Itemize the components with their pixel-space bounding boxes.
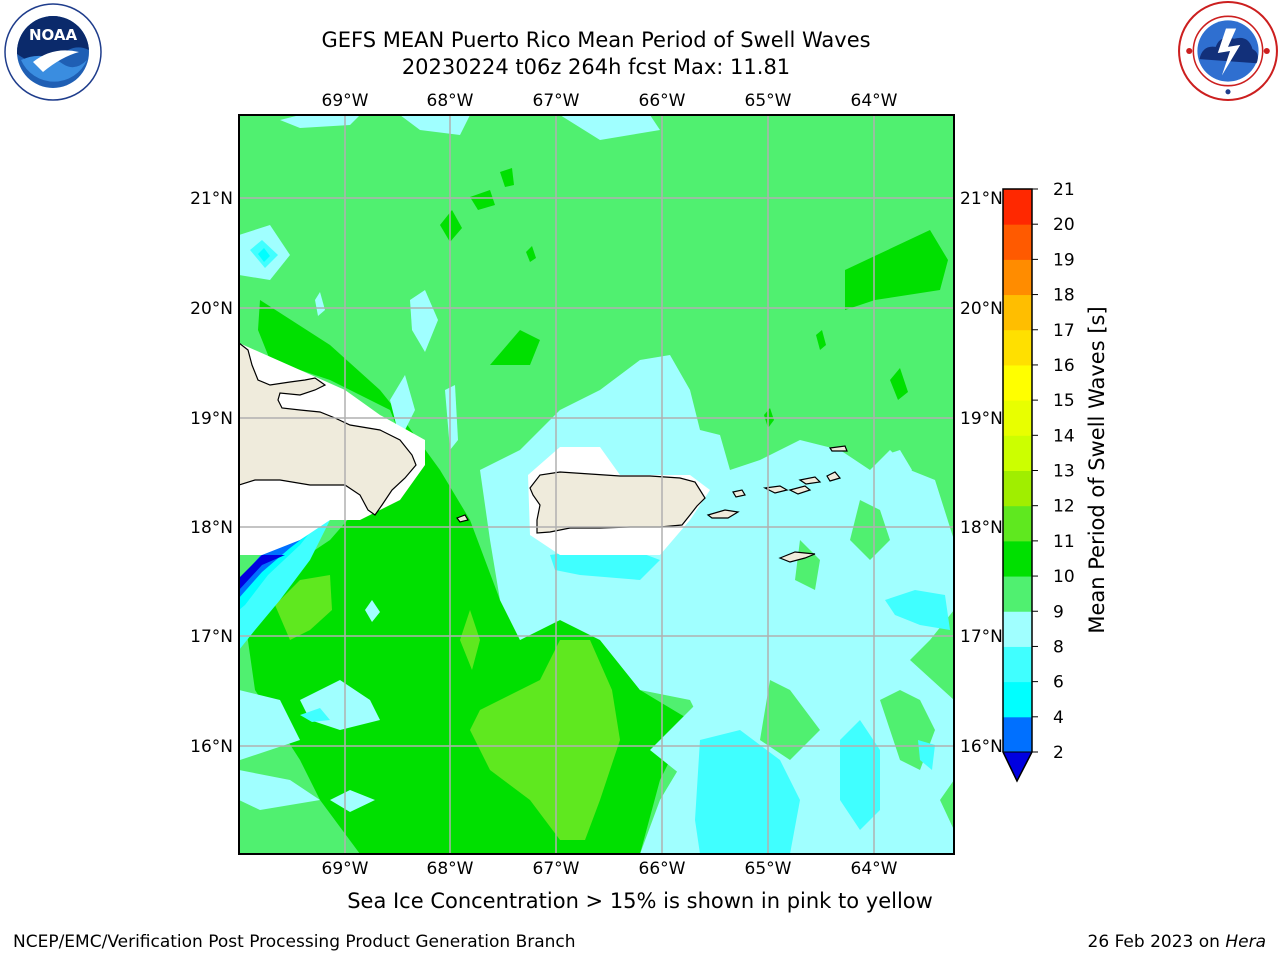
colorbar-segment — [1003, 400, 1032, 436]
colorbar-tick-label: 18 — [1053, 286, 1075, 306]
hispaniola-land — [239, 342, 417, 516]
colorbar-tick-label: 15 — [1053, 391, 1075, 411]
chart-subtitle: 20230224 t06z 264h fcst Max: 11.81 — [401, 55, 791, 79]
colorbar-tick-label: 16 — [1053, 356, 1075, 376]
colorbar-segment — [1003, 224, 1032, 260]
colorbar-tick-label: 19 — [1053, 250, 1075, 270]
mona-island — [456, 514, 469, 523]
colorbar-tick-label: 10 — [1053, 567, 1075, 587]
swell-6-8-patches — [250, 240, 950, 854]
lat-tick-label: 16°N — [960, 737, 1003, 757]
footer-credit: NCEP/EMC/Verification Post Processing Pr… — [13, 932, 576, 952]
lat-ticks-right: 21°N 20°N 19°N 18°N 17°N 16°N — [960, 189, 1003, 757]
tortola-island — [798, 476, 822, 485]
colorbar-tick-label: 11 — [1053, 532, 1075, 552]
colorbar-tick-label: 8 — [1053, 637, 1064, 657]
lon-tick-label: 64°W — [851, 91, 898, 111]
map-field — [239, 115, 954, 854]
colorbar: 2 4 6 8 9 10 11 12 13 14 15 16 17 18 19 20 21 — [1002, 180, 1075, 783]
colorbar-extend-arrow — [1002, 751, 1033, 783]
lon-tick-label: 65°W — [745, 859, 792, 879]
colorbar-segment — [1003, 259, 1032, 296]
st-john-island — [788, 485, 812, 495]
colorbar-segment — [1003, 540, 1032, 577]
footer-host: Hera — [1225, 932, 1266, 952]
vieques-island — [706, 509, 740, 519]
lat-tick-label: 20°N — [960, 299, 1003, 319]
noaa-logo-icon: NOAA — [4, 3, 102, 101]
lon-tick-label: 64°W — [851, 859, 898, 879]
lon-ticks-bottom: 69°W 68°W 67°W 66°W 65°W 64°W — [322, 859, 898, 879]
colorbar-tick-label: 2 — [1053, 743, 1064, 763]
colorbar-segment — [1003, 189, 1032, 225]
colorbar-segment — [1003, 646, 1032, 683]
footer-date: 26 Feb 2023 on Hera — [1088, 932, 1266, 952]
lat-tick-label: 20°N — [190, 299, 233, 319]
colorbar-segments — [1003, 189, 1032, 753]
colorbar-segment — [1003, 470, 1032, 507]
colorbar-outline — [1002, 188, 1033, 783]
colorbar-tick-label: 6 — [1053, 673, 1064, 693]
colorbar-segment — [1003, 576, 1032, 612]
lon-tick-label: 65°W — [745, 91, 792, 111]
footer-date-text: 26 Feb 2023 on — [1087, 932, 1226, 952]
colorbar-segment — [1003, 611, 1032, 647]
st-croix-island — [778, 551, 816, 563]
lat-tick-label: 17°N — [190, 627, 233, 647]
svg-text:NOAA: NOAA — [29, 26, 78, 44]
sea-ice-footnote: Sea Ice Concentration > 15% is shown in … — [347, 889, 933, 913]
lon-tick-label: 67°W — [533, 859, 580, 879]
colorbar-tick-label: 4 — [1053, 708, 1064, 728]
chart-title: GEFS MEAN Puerto Rico Mean Period of Swe… — [321, 28, 871, 52]
colorbar-segment — [1003, 505, 1032, 542]
lat-tick-label: 16°N — [190, 737, 233, 757]
colorbar-segment — [1003, 435, 1032, 471]
lon-ticks-top: 69°W 68°W 67°W 66°W 65°W 64°W — [322, 91, 898, 111]
culebra-island — [732, 489, 746, 498]
lon-tick-label: 66°W — [639, 91, 686, 111]
lon-tick-label: 69°W — [322, 859, 369, 879]
lon-tick-label: 66°W — [639, 859, 686, 879]
lat-tick-label: 21°N — [190, 189, 233, 209]
map-frame — [238, 114, 955, 855]
nws-logo-icon — [1178, 1, 1278, 101]
colorbar-tick-label: 21 — [1053, 180, 1075, 200]
anegada-island — [828, 445, 848, 452]
colorbar-segment — [1003, 329, 1032, 366]
lon-tick-label: 69°W — [322, 91, 369, 111]
colorbar-segment — [1003, 294, 1032, 331]
virgin-gorda-island — [826, 471, 842, 482]
colorbar-tick-label: 12 — [1053, 497, 1075, 517]
swell-11-12-patches — [275, 575, 620, 840]
lat-tick-label: 19°N — [960, 409, 1003, 429]
colorbar-tick-label: 20 — [1053, 215, 1075, 235]
colorbar-tick-label: 13 — [1053, 462, 1075, 482]
lon-tick-label: 68°W — [427, 91, 474, 111]
lon-tick-label: 67°W — [533, 91, 580, 111]
lat-tick-label: 17°N — [960, 627, 1003, 647]
colorbar-segment — [1003, 681, 1032, 718]
st-thomas-island — [762, 485, 789, 494]
lat-tick-label: 21°N — [960, 189, 1003, 209]
colorbar-segment — [1003, 716, 1032, 753]
colorbar-tick-label: 17 — [1053, 321, 1075, 341]
lon-tick-label: 68°W — [427, 859, 474, 879]
lat-tick-label: 18°N — [960, 518, 1003, 538]
lat-tick-label: 19°N — [190, 409, 233, 429]
colorbar-tick-label: 14 — [1053, 426, 1075, 446]
map-gridlines — [239, 115, 954, 854]
colorbar-label: Mean Period of Swell Waves [s] — [1085, 306, 1109, 634]
lat-tick-label: 18°N — [190, 518, 233, 538]
swell-4-6-patch — [258, 248, 270, 262]
colorbar-tick-label: 9 — [1053, 602, 1064, 622]
colorbar-ticks: 2 4 6 8 9 10 11 12 13 14 15 16 17 18 19 20 21 — [1032, 180, 1075, 763]
lat-ticks-left: 21°N 20°N 19°N 18°N 17°N 16°N — [190, 189, 233, 757]
colorbar-segment — [1003, 364, 1032, 401]
